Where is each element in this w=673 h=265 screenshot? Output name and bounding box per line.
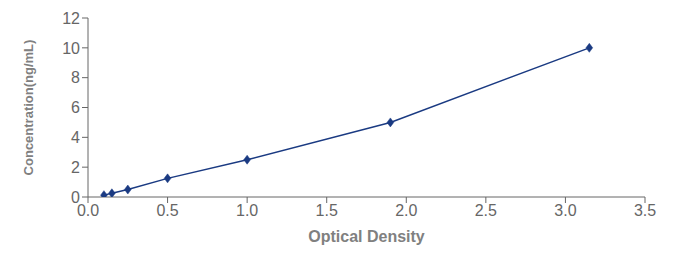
svg-text:2.0: 2.0 [395, 202, 417, 219]
svg-text:0: 0 [71, 189, 80, 206]
svg-text:0.5: 0.5 [156, 202, 178, 219]
svg-text:Optical Density: Optical Density [308, 228, 425, 245]
svg-text:10: 10 [62, 40, 80, 57]
svg-text:1.5: 1.5 [316, 202, 338, 219]
svg-text:12: 12 [62, 10, 80, 27]
svg-text:2.5: 2.5 [475, 202, 497, 219]
svg-text:4: 4 [71, 129, 80, 146]
svg-text:6: 6 [71, 99, 80, 116]
svg-text:3.5: 3.5 [634, 202, 656, 219]
svg-text:1.0: 1.0 [236, 202, 258, 219]
svg-text:Concentration(ng/mL): Concentration(ng/mL) [21, 40, 36, 176]
svg-text:8: 8 [71, 69, 80, 86]
svg-text:0.0: 0.0 [77, 202, 99, 219]
svg-text:2: 2 [71, 159, 80, 176]
svg-text:3.0: 3.0 [554, 202, 576, 219]
